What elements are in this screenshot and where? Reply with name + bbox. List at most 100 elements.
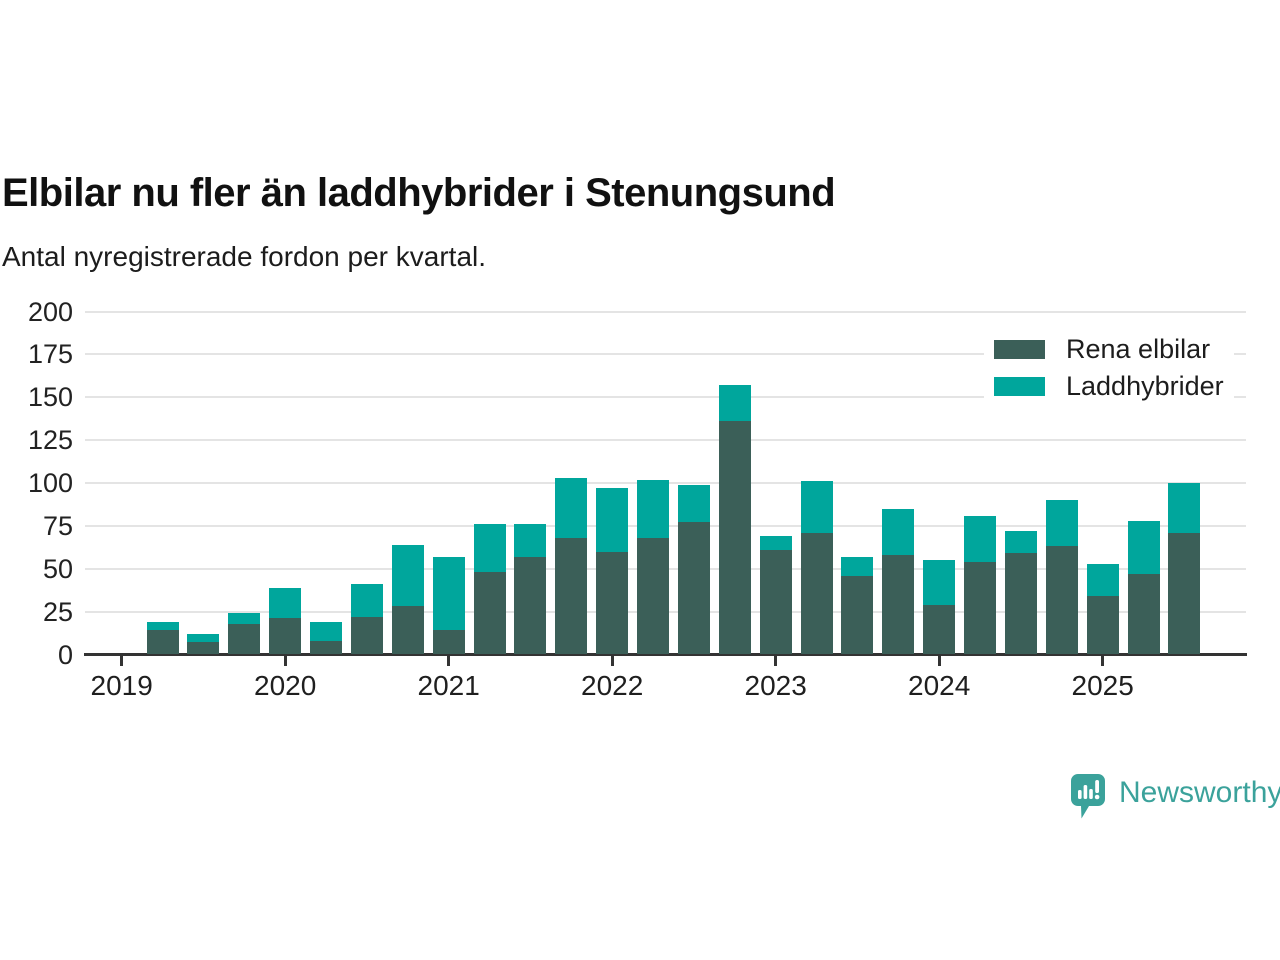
gridline <box>85 353 1246 356</box>
bar-segment-rena-elbilar <box>1168 532 1201 655</box>
bar-segment-rena-elbilar <box>759 549 792 655</box>
bar-segment-laddhybrider <box>596 488 629 552</box>
bar-2021-q1 <box>432 556 465 655</box>
bar-2021-q3 <box>514 524 547 655</box>
bar-segment-rena-elbilar <box>391 606 424 655</box>
bar-segment-laddhybrider <box>841 556 874 576</box>
bar-segment-laddhybrider <box>1045 500 1078 547</box>
bar-segment-rena-elbilar <box>800 532 833 655</box>
bar-segment-rena-elbilar <box>1086 596 1119 655</box>
bar-segment-laddhybrider <box>473 524 506 573</box>
bar-segment-rena-elbilar <box>432 630 465 655</box>
bar-segment-laddhybrider <box>759 536 792 550</box>
bar-2025-q2 <box>1127 520 1160 655</box>
bar-2020-q1 <box>269 587 302 655</box>
legend-item-rena-elbilar: Rena elbilar <box>994 333 1230 364</box>
bar-2024-q3 <box>1004 531 1037 655</box>
bar-segment-laddhybrider <box>1086 563 1119 597</box>
bar-segment-rena-elbilar <box>310 640 343 655</box>
bar-segment-rena-elbilar <box>637 537 670 655</box>
bar-2020-q3 <box>350 584 383 655</box>
bar-2022-q3 <box>677 484 710 655</box>
bar-segment-laddhybrider <box>1004 531 1037 554</box>
legend-swatch-laddhybrider <box>994 376 1045 396</box>
bar-2020-q4 <box>391 544 424 655</box>
bar-segment-rena-elbilar <box>677 522 710 655</box>
legend: Rena elbilar Laddhybrider <box>984 330 1234 405</box>
y-axis-tick-label: 200 <box>27 296 73 327</box>
bar-segment-laddhybrider <box>269 587 302 619</box>
bar-2024-q2 <box>964 515 997 655</box>
bar-segment-rena-elbilar <box>1045 546 1078 655</box>
bar-2023-q1 <box>759 536 792 655</box>
bar-2025-q3 <box>1168 483 1201 655</box>
bar-2021-q4 <box>555 477 588 655</box>
bar-segment-laddhybrider <box>1168 483 1201 533</box>
bar-segment-rena-elbilar <box>718 421 751 655</box>
y-axis-tick-label: 150 <box>27 382 73 413</box>
bar-segment-laddhybrider <box>800 481 833 533</box>
gridline <box>85 439 1246 442</box>
y-axis-tick-label: 125 <box>27 425 73 456</box>
bar-segment-laddhybrider <box>310 621 343 641</box>
bar-segment-rena-elbilar <box>473 572 506 655</box>
bar-segment-rena-elbilar <box>1127 573 1160 655</box>
bar-segment-rena-elbilar <box>596 551 629 655</box>
bar-2023-q2 <box>800 481 833 655</box>
y-axis-tick-label: 0 <box>57 639 73 670</box>
bar-segment-rena-elbilar <box>555 537 588 655</box>
bar-2019-q3 <box>187 633 220 655</box>
x-axis-tick <box>937 656 941 666</box>
x-axis-year-label: 2025 <box>1071 670 1134 701</box>
chart-subtitle: Antal nyregistrerade fordon per kvartal. <box>2 241 487 272</box>
bar-segment-rena-elbilar <box>350 616 383 655</box>
bar-segment-rena-elbilar <box>187 642 220 655</box>
bar-2023-q4 <box>882 508 915 655</box>
bar-segment-laddhybrider <box>882 508 915 556</box>
x-axis-year-label: 2020 <box>254 670 317 701</box>
bar-2022-q4 <box>718 385 751 655</box>
bar-segment-rena-elbilar <box>228 623 261 655</box>
x-axis-year-label: 2023 <box>744 670 807 701</box>
bar-segment-rena-elbilar <box>882 555 915 655</box>
bar-segment-rena-elbilar <box>1004 553 1037 655</box>
bar-2022-q1 <box>596 488 629 655</box>
bar-segment-laddhybrider <box>718 385 751 422</box>
y-axis-tick-label: 100 <box>27 468 73 498</box>
x-axis-year-label: 2022 <box>581 670 644 701</box>
bar-2023-q3 <box>841 556 874 655</box>
bar-segment-rena-elbilar <box>841 575 874 655</box>
y-axis-tick-label: 50 <box>42 553 73 584</box>
bar-2019-q2 <box>146 621 179 655</box>
x-axis-tick <box>610 656 614 666</box>
x-axis-tick <box>447 656 451 666</box>
bar-2022-q2 <box>637 479 670 655</box>
x-axis-tick <box>774 656 778 666</box>
gridline <box>85 310 1246 313</box>
y-axis-tick-label: 175 <box>27 339 73 370</box>
x-axis-year-label: 2019 <box>90 670 153 701</box>
x-axis-tick <box>120 656 124 666</box>
bar-segment-rena-elbilar <box>146 630 179 655</box>
bar-2020-q2 <box>310 621 343 655</box>
bar-segment-laddhybrider <box>555 477 588 538</box>
bar-segment-laddhybrider <box>637 479 670 538</box>
legend-label: Laddhybrider <box>1066 370 1224 401</box>
bar-2025-q1 <box>1086 563 1119 655</box>
x-axis-tick <box>283 656 287 666</box>
bar-segment-laddhybrider <box>514 524 547 557</box>
newsworthy-logo: Newsworthy <box>1071 774 1280 825</box>
newsworthy-logo-icon <box>1071 774 1106 825</box>
bar-segment-laddhybrider <box>228 613 261 624</box>
bar-segment-rena-elbilar <box>269 618 302 655</box>
bar-segment-laddhybrider <box>391 544 424 607</box>
bar-2024-q4 <box>1045 500 1078 655</box>
bar-2021-q2 <box>473 524 506 655</box>
legend-label: Rena elbilar <box>1066 333 1211 364</box>
legend-swatch-rena-elbilar <box>994 339 1045 359</box>
bar-segment-laddhybrider <box>187 633 220 643</box>
chart-title: Elbilar nu fler än laddhybrider i Stenun… <box>2 170 836 215</box>
bar-segment-laddhybrider <box>350 584 383 617</box>
